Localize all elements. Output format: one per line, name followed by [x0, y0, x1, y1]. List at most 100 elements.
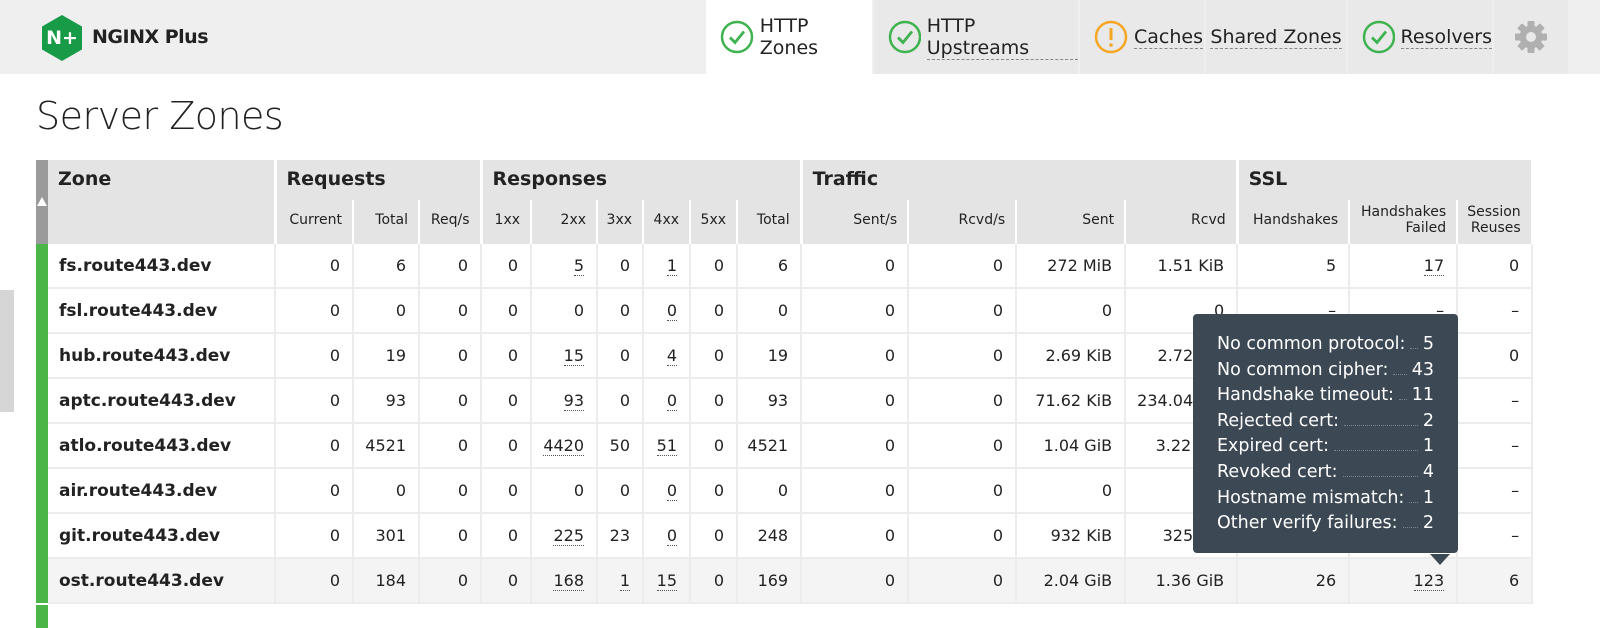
cell: 15: [643, 558, 692, 604]
tooltip-value: 2: [1422, 410, 1434, 431]
cell: 0: [275, 468, 354, 514]
cell: –: [1457, 513, 1534, 559]
tab-label: Resolvers: [1400, 25, 1492, 49]
cell-value: 23: [609, 526, 631, 545]
cell-value: 0: [713, 436, 725, 455]
cell: 0: [801, 558, 910, 604]
cell: 0: [275, 513, 354, 559]
cell: 0: [419, 468, 483, 514]
cell-value: 0: [992, 481, 1004, 500]
cell: 0: [801, 333, 910, 379]
cell-value: 15: [656, 571, 678, 591]
sort-control: [36, 160, 48, 244]
zone-row: fs.route443.dev 0 6 0 0 5 0 1 0 6 0 0 272 MiB 1.51 Ki…: [36, 244, 1534, 289]
cell: 0: [690, 423, 739, 469]
cell: 1.04 GiB: [1016, 423, 1127, 469]
cell-value: 0: [507, 436, 519, 455]
cell: 0: [275, 288, 354, 334]
cell-value: –: [1436, 301, 1445, 321]
cell: 0: [690, 558, 739, 604]
cell: 0: [481, 558, 533, 604]
cell: 0: [801, 288, 910, 334]
cell-value: 0: [992, 436, 1004, 455]
cell-value: 4420: [543, 436, 585, 456]
cell-value: 0: [573, 481, 585, 500]
cell: 0: [690, 333, 739, 379]
cell-value: 0: [507, 526, 519, 545]
column-header: 5xx: [690, 200, 739, 244]
cell: 0: [690, 288, 739, 334]
cell-value: 0: [329, 256, 340, 275]
cell: 932 KiB: [1016, 513, 1127, 559]
cell-value: 0: [713, 481, 725, 500]
cell-value: –: [1511, 481, 1520, 500]
cell: 0: [908, 558, 1018, 604]
tooltip-filler: [1342, 475, 1418, 477]
tooltip-row: No common cipher: 43: [1217, 358, 1434, 384]
column-header: Handshakes Failed: [1349, 200, 1459, 244]
cell: 23: [597, 513, 645, 559]
cell-value: 0: [329, 571, 340, 590]
tooltip-row: Handshake timeout: 11: [1217, 383, 1434, 409]
cell: 0: [597, 333, 645, 379]
tooltip-filler: [1398, 399, 1407, 401]
tab[interactable]: Resolvers: [1348, 0, 1492, 74]
tooltip-filler: [1409, 501, 1418, 503]
cell: 0: [419, 558, 483, 604]
tab[interactable]: Caches: [1080, 0, 1204, 74]
column-header: 3xx: [597, 200, 645, 244]
row-stripe: [36, 605, 48, 628]
cell-value: –: [1511, 526, 1520, 545]
side-handle[interactable]: [0, 290, 14, 412]
cell-value: 0: [992, 526, 1004, 545]
cell-value: 0: [666, 481, 678, 501]
cell: 6: [353, 244, 420, 289]
cell-value: 0: [884, 256, 896, 275]
cell-value: 0: [619, 481, 631, 500]
cell: 50: [597, 423, 645, 469]
cell: 26: [1237, 558, 1351, 604]
cell-value: 0: [329, 526, 340, 545]
tooltip-filler: [1333, 450, 1418, 452]
tab[interactable]: HTTP Zones: [706, 0, 872, 74]
cell-value: 4521: [747, 436, 789, 455]
cell: 0: [908, 288, 1018, 334]
cell: 4521: [353, 423, 420, 469]
cell-value: 0: [507, 346, 519, 365]
cell-value: 0: [619, 256, 631, 275]
cell-value: 0: [992, 301, 1004, 320]
cell-value: 4: [666, 346, 678, 366]
cell-value: 5: [1325, 256, 1337, 275]
tooltip-filler: [1410, 348, 1418, 349]
cell-value: 0: [329, 436, 340, 455]
cell: 184: [353, 558, 420, 604]
tooltip-label: Expired cert:: [1217, 436, 1329, 457]
sort-arrow[interactable]: [36, 196, 48, 208]
cell: 0: [643, 378, 692, 424]
tab[interactable]: HTTP Upstreams: [874, 0, 1078, 74]
tooltip-value: 2: [1422, 513, 1434, 534]
column-header: Rcvd: [1125, 200, 1239, 244]
top-bar: N+ NGINX Plus HTTP Zones HTTP Upstreams …: [0, 0, 1600, 74]
cell: 0: [419, 333, 483, 379]
cell-value: 1: [619, 571, 631, 591]
group-header: SSL: [1237, 160, 1534, 200]
cell-value: 0: [457, 256, 469, 275]
cell-value: 0: [329, 481, 340, 500]
tooltip-label: No common protocol:: [1217, 334, 1406, 354]
settings-button[interactable]: [1494, 0, 1568, 74]
zone-name: hub.route443.dev: [48, 333, 276, 379]
tab[interactable]: Shared Zones: [1206, 0, 1346, 74]
cell: 0: [690, 378, 739, 424]
tooltip-row: Expired cert: 1: [1217, 434, 1434, 460]
column-header: 1xx: [481, 200, 533, 244]
cell-value: 2.04 GiB: [1043, 571, 1113, 590]
cell-value: 0: [992, 571, 1004, 590]
tab-label: HTTP Zones: [759, 15, 819, 59]
cell: 4420: [531, 423, 599, 469]
cell-value: 0: [992, 391, 1004, 410]
cell-value: 0: [713, 301, 725, 320]
cell-value: 26: [1315, 571, 1337, 590]
cell-value: 169: [757, 571, 789, 590]
